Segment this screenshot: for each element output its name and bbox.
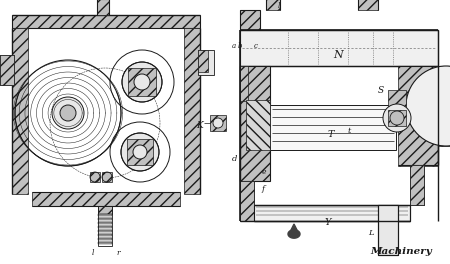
Bar — [240, 66, 270, 181]
Bar — [98, 242, 112, 244]
Bar — [0, 55, 14, 85]
Bar — [98, 218, 112, 220]
Text: f: f — [262, 185, 265, 193]
Bar — [266, 0, 280, 10]
Bar — [240, 30, 270, 48]
Bar — [240, 30, 438, 66]
Bar — [270, 105, 396, 150]
Circle shape — [133, 145, 147, 159]
Bar — [32, 192, 180, 206]
Bar — [12, 28, 28, 194]
Circle shape — [383, 104, 411, 132]
Bar — [98, 234, 112, 236]
Bar — [240, 181, 254, 221]
Bar — [127, 139, 153, 165]
Text: l: l — [92, 249, 94, 257]
Bar — [98, 230, 112, 232]
Text: d: d — [232, 155, 238, 163]
Polygon shape — [290, 224, 298, 232]
Circle shape — [213, 118, 223, 128]
Bar — [98, 214, 112, 216]
Circle shape — [406, 66, 450, 146]
Text: N: N — [333, 50, 343, 60]
Bar — [410, 165, 424, 205]
Bar — [388, 90, 406, 110]
Bar — [198, 50, 214, 75]
Bar — [98, 226, 112, 228]
Bar — [102, 172, 112, 182]
Text: r: r — [116, 249, 120, 257]
Bar — [98, 238, 112, 240]
Bar — [90, 172, 100, 182]
Bar — [240, 66, 248, 101]
Circle shape — [390, 111, 404, 125]
Bar — [246, 100, 270, 150]
Text: b: b — [238, 42, 243, 50]
Text: l: l — [278, 2, 280, 10]
Bar — [98, 222, 112, 224]
Bar — [0, 55, 14, 85]
Text: c: c — [254, 42, 258, 50]
Bar — [353, 30, 411, 48]
Text: t: t — [348, 127, 351, 135]
Bar — [254, 205, 410, 221]
Circle shape — [122, 62, 162, 102]
Bar — [128, 68, 156, 96]
Bar — [97, 0, 109, 15]
Text: L: L — [368, 229, 373, 237]
Bar — [98, 206, 112, 214]
Text: Y: Y — [325, 218, 331, 227]
Bar — [12, 15, 200, 28]
Bar — [410, 165, 424, 205]
Polygon shape — [288, 230, 300, 238]
Bar — [210, 115, 226, 131]
Text: e: e — [262, 168, 266, 176]
Text: Machinery: Machinery — [370, 247, 432, 256]
Text: a: a — [232, 42, 236, 50]
Bar — [98, 206, 112, 246]
Text: K: K — [196, 120, 203, 130]
Bar — [378, 205, 398, 255]
Bar — [398, 66, 438, 166]
Bar — [358, 0, 378, 10]
Bar — [438, 66, 450, 146]
Text: S: S — [378, 86, 384, 95]
Bar — [388, 110, 406, 126]
Text: T: T — [328, 130, 334, 139]
Bar — [240, 181, 254, 221]
Circle shape — [60, 105, 76, 121]
Bar — [240, 10, 260, 30]
Circle shape — [121, 133, 159, 171]
Bar — [198, 50, 208, 72]
Circle shape — [134, 74, 150, 90]
Circle shape — [52, 97, 84, 129]
Bar — [184, 28, 200, 194]
